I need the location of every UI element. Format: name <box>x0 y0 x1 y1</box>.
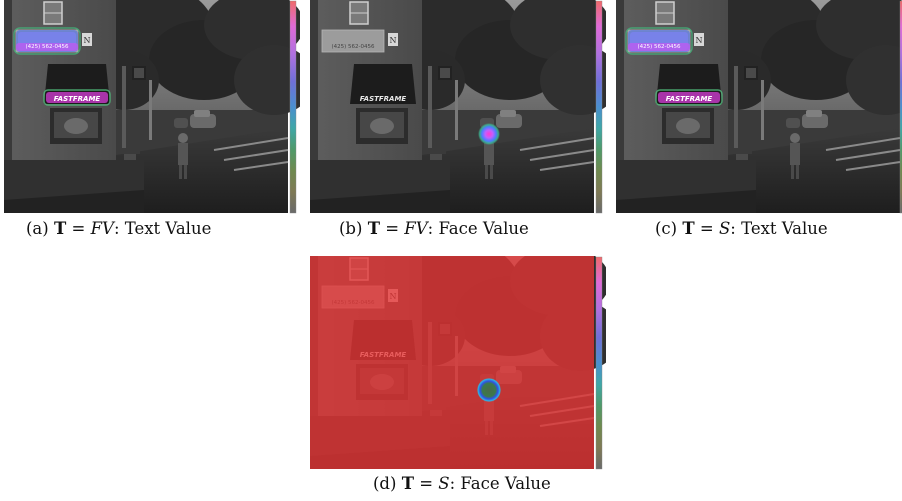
caption-c-method: S <box>718 219 731 238</box>
caption-b: (b) T = FV: Face Value <box>339 219 529 238</box>
caption-b-method: FV <box>404 219 428 238</box>
panel-a: FASTFRAME (425) 562-0456 <box>4 0 300 214</box>
face-heatmap-overlay <box>478 123 500 145</box>
face-heatmap-overlay <box>477 378 501 402</box>
caption-b-suffix: : Face Value <box>427 219 529 238</box>
text-heatmap-overlay: FASTFRAME (425) 562-0456 <box>13 27 111 106</box>
panel-b <box>310 0 606 214</box>
text-heatmap-overlay: FASTFRAME (425) 562-0456 <box>625 27 723 106</box>
caption-c-symbol: T <box>682 219 695 238</box>
red-wash-overlay <box>310 256 594 469</box>
caption-a-symbol: T <box>53 219 67 238</box>
caption-b-label: (b) <box>339 219 363 238</box>
caption-a-suffix: : Text Value <box>113 219 212 238</box>
storefront-sign: FASTFRAME <box>54 95 101 103</box>
caption-c-equals: = <box>699 219 714 238</box>
caption-b-symbol: T <box>367 219 380 238</box>
panel-a-image: FASTFRAME (425) 562-0456 <box>4 0 300 214</box>
phone-number: (425) 562-0456 <box>637 44 681 50</box>
caption-c-suffix: : Text Value <box>730 219 828 238</box>
caption-d-symbol: T <box>401 474 414 493</box>
caption-a-method: FV <box>90 219 114 238</box>
caption-d-equals: = <box>419 474 434 493</box>
storefront-sign: FASTFRAME <box>666 95 713 103</box>
panel-d-image <box>310 256 606 470</box>
caption-d: (d) T = S: Face Value <box>373 474 551 493</box>
caption-a-label: (a) <box>26 219 49 238</box>
caption-b-equals: = <box>385 219 400 238</box>
panel-c-image: FASTFRAME (425) 562-0456 <box>616 0 902 214</box>
caption-c-label: (c) <box>655 219 678 238</box>
phone-number: (425) 562-0456 <box>25 44 69 50</box>
panel-d <box>310 256 606 470</box>
caption-d-method: S <box>438 474 450 493</box>
caption-d-suffix: : Face Value <box>449 474 551 493</box>
panel-b-image <box>310 0 606 214</box>
caption-c: (c) T = S: Text Value <box>655 219 828 238</box>
caption-d-label: (d) <box>373 474 397 493</box>
panel-c: FASTFRAME (425) 562-0456 <box>616 0 902 214</box>
caption-a-equals: = <box>71 219 86 238</box>
caption-a: (a) T = FV: Text Value <box>26 219 211 238</box>
